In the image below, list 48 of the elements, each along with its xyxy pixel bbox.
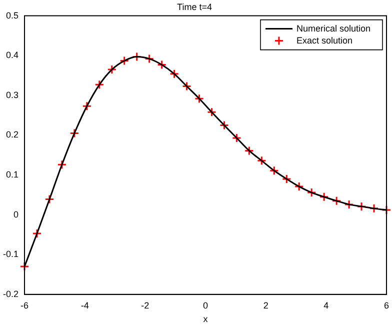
y-tick-label: 0.3 [6, 90, 19, 100]
y-tick-label: 0.2 [6, 130, 19, 140]
point [70, 128, 80, 138]
y-tick-label: 0.1 [6, 169, 19, 180]
point [182, 81, 192, 91]
point [344, 200, 354, 210]
point [219, 120, 229, 130]
point [132, 52, 142, 62]
point [306, 188, 316, 198]
x-tick-label: -4 [80, 300, 89, 310]
legend-label: Exact solution [296, 35, 352, 46]
x-tick-label: 4 [324, 300, 329, 310]
y-tick-label: 0.5 [6, 10, 19, 20]
point [82, 101, 92, 111]
y-tick-label: 0.4 [6, 50, 19, 60]
point [332, 196, 342, 206]
x-tick-label: -6 [20, 300, 29, 310]
y-tick-label: 0 [13, 209, 19, 220]
chart-title: Time t=4 [177, 2, 212, 12]
x-axis-title: x [203, 314, 208, 324]
x-tick-label: 6 [384, 300, 390, 310]
point [256, 156, 266, 166]
point [144, 54, 154, 64]
point [170, 69, 180, 79]
point [232, 133, 242, 143]
point [319, 192, 329, 202]
point [57, 160, 67, 170]
point [194, 94, 204, 104]
point [206, 107, 216, 117]
y-tick-label: -0.2 [2, 288, 19, 299]
point [120, 56, 130, 66]
point [32, 228, 42, 238]
point [94, 80, 104, 90]
point [244, 146, 254, 156]
x-tick-label: 2 [263, 300, 268, 310]
x-tick-label: -2 [141, 300, 150, 310]
point [44, 194, 54, 204]
point [157, 60, 167, 70]
point [369, 204, 379, 214]
x-tick-label: 0 [202, 300, 208, 310]
point [282, 174, 292, 184]
point [356, 202, 366, 212]
point [269, 166, 279, 176]
point [294, 182, 304, 192]
point [107, 64, 117, 74]
y-tick-label: -0.1 [2, 249, 19, 260]
point [382, 205, 392, 215]
legend-label: Numerical solution [296, 23, 370, 34]
